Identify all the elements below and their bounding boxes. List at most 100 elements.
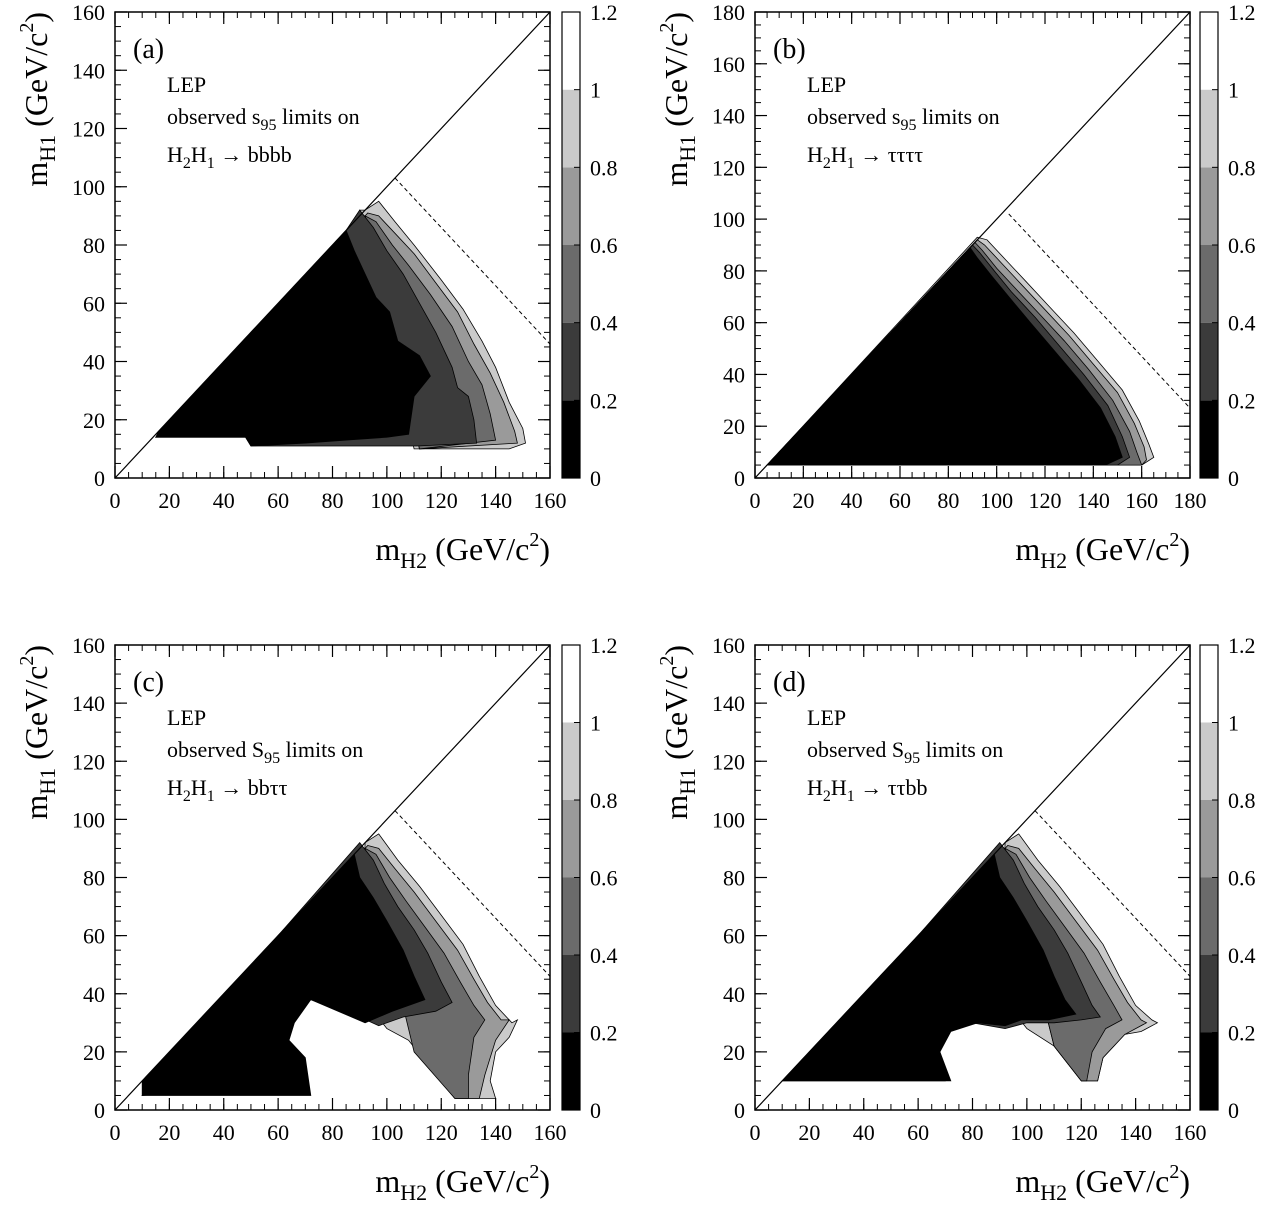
- x-tick-label: 180: [1174, 488, 1207, 513]
- x-tick-label: 20: [792, 488, 814, 513]
- colorbar-label: 0: [590, 466, 601, 491]
- y-tick-label: 40: [83, 982, 105, 1007]
- colorbar-segment: [562, 167, 580, 245]
- y-tick-label: 160: [72, 0, 105, 25]
- channel-label: H2H1 → bbττ: [167, 775, 288, 805]
- colorbar-label: 0.2: [590, 1021, 618, 1046]
- colorbar-label: 0.8: [590, 155, 618, 180]
- contour-region-0-0.2: [155, 229, 431, 447]
- colorbar-segment: [562, 877, 580, 955]
- x-tick-label: 140: [1119, 1120, 1152, 1145]
- limit-description: observed S95 limits on: [807, 737, 1003, 767]
- y-tick-label: 20: [83, 1040, 105, 1065]
- channel-label: H2H1 → bbbb: [167, 142, 292, 172]
- colorbar-segment: [562, 722, 580, 800]
- colorbar-segment: [1200, 722, 1218, 800]
- x-tick-label: 60: [889, 488, 911, 513]
- panel-label: (b): [773, 34, 806, 65]
- x-axis-title: mH2 (GeV/c2): [375, 1161, 550, 1205]
- y-axis-title: mH1 (GeV/c2): [656, 12, 700, 187]
- colorbar-label: 1.2: [590, 0, 618, 25]
- colorbar-label: 0: [1228, 466, 1239, 491]
- x-tick-label: 60: [267, 488, 289, 513]
- y-tick-label: 0: [94, 466, 105, 491]
- y-tick-label: 60: [723, 924, 745, 949]
- x-tick-label: 0: [750, 1120, 761, 1145]
- kinematic-limit-line: [1008, 213, 1190, 409]
- colorbar-label: 0: [1228, 1098, 1239, 1123]
- colorbar-segment: [1200, 400, 1218, 478]
- x-tick-label: 140: [1077, 488, 1110, 513]
- colorbar-label: 0.8: [1228, 155, 1256, 180]
- colorbar-segment: [562, 12, 580, 90]
- y-tick-label: 0: [734, 1098, 745, 1123]
- y-tick-label: 180: [712, 0, 745, 25]
- x-tick-label: 100: [1010, 1120, 1043, 1145]
- x-tick-label: 0: [110, 1120, 121, 1145]
- colorbar-segment: [1200, 322, 1218, 401]
- x-tick-label: 120: [1029, 488, 1062, 513]
- colorbar-segment: [1200, 645, 1218, 723]
- y-tick-label: 100: [712, 807, 745, 832]
- y-axis-title: mH1 (GeV/c2): [16, 645, 60, 820]
- colorbar: 0 0.2 0.4 0.6 0.8 1 1.2: [1199, 0, 1256, 491]
- x-tick-label: 40: [853, 1120, 875, 1145]
- x-tick-label: 60: [267, 1120, 289, 1145]
- y-tick-label: 20: [723, 1040, 745, 1065]
- plot-area: [755, 645, 1190, 1110]
- colorbar-segment: [562, 89, 580, 168]
- y-tick-label: 80: [83, 233, 105, 258]
- diagonal-line: [115, 12, 550, 478]
- colorbar-segment: [562, 322, 580, 401]
- contour-region-0-0.2: [141, 853, 426, 1096]
- diagonal-line: [115, 645, 550, 1110]
- y-tick-label: 0: [94, 1098, 105, 1123]
- y-tick-label: 40: [83, 350, 105, 375]
- plot-area: [755, 12, 1190, 478]
- colorbar-label: 0.2: [1228, 388, 1256, 413]
- limit-description: observed s95 limits on: [807, 104, 1000, 134]
- x-tick-label: 160: [534, 1120, 567, 1145]
- y-tick-label: 140: [712, 104, 745, 129]
- colorbar-label: 0.4: [590, 943, 618, 968]
- x-tick-label: 120: [425, 1120, 458, 1145]
- panel-c: 0 20 40 60 80 100 120 140 160 0 20 40 60 80 100 120 140 1…: [16, 633, 618, 1205]
- colorbar-label: 0.6: [1228, 233, 1256, 258]
- limit-description: observed s95 limits on: [167, 104, 360, 134]
- y-tick-label: 120: [712, 155, 745, 180]
- x-tick-label: 140: [479, 1120, 512, 1145]
- x-tick-label: 80: [962, 1120, 984, 1145]
- x-tick-label: 140: [479, 488, 512, 513]
- colorbar-label: 1: [1228, 711, 1239, 736]
- y-tick-label: 100: [712, 207, 745, 232]
- colorbar-label: 1: [1228, 78, 1239, 103]
- x-axis-title: mH2 (GeV/c2): [1015, 1161, 1190, 1205]
- colorbar-segment: [562, 955, 580, 1033]
- colorbar-label: 0.6: [590, 233, 618, 258]
- x-tick-label: 80: [322, 488, 344, 513]
- x-tick-label: 100: [980, 488, 1013, 513]
- panel-a: 0 20 40 60 80 100 120 140 160 0 20 40 60 80 100 120 140 1…: [16, 0, 618, 573]
- y-tick-label: 140: [72, 58, 105, 83]
- colorbar-segment: [562, 645, 580, 723]
- contour-region-0-0.2: [781, 853, 1077, 1082]
- panel-b: 0 20 40 60 80 100 120 140 160 180 0 20 40 60 80 100 120 1…: [656, 0, 1256, 573]
- x-tick-label: 80: [322, 1120, 344, 1145]
- x-tick-label: 160: [534, 488, 567, 513]
- colorbar-label: 0.4: [1228, 311, 1256, 336]
- y-tick-label: 40: [723, 982, 745, 1007]
- x-tick-label: 100: [370, 488, 403, 513]
- panel-label: (c): [133, 667, 164, 698]
- y-tick-label: 160: [712, 52, 745, 77]
- x-tick-label: 120: [425, 488, 458, 513]
- plot-area: [115, 645, 550, 1110]
- colorbar-label: 0.2: [1228, 1021, 1256, 1046]
- x-tick-label: 80: [937, 488, 959, 513]
- experiment-label: LEP: [807, 705, 846, 730]
- colorbar-label: 1: [590, 711, 601, 736]
- colorbar-segment: [1200, 955, 1218, 1033]
- x-axis-title: mH2 (GeV/c2): [1015, 529, 1190, 573]
- y-tick-label: 20: [83, 408, 105, 433]
- colorbar-label: 1.2: [1228, 0, 1256, 25]
